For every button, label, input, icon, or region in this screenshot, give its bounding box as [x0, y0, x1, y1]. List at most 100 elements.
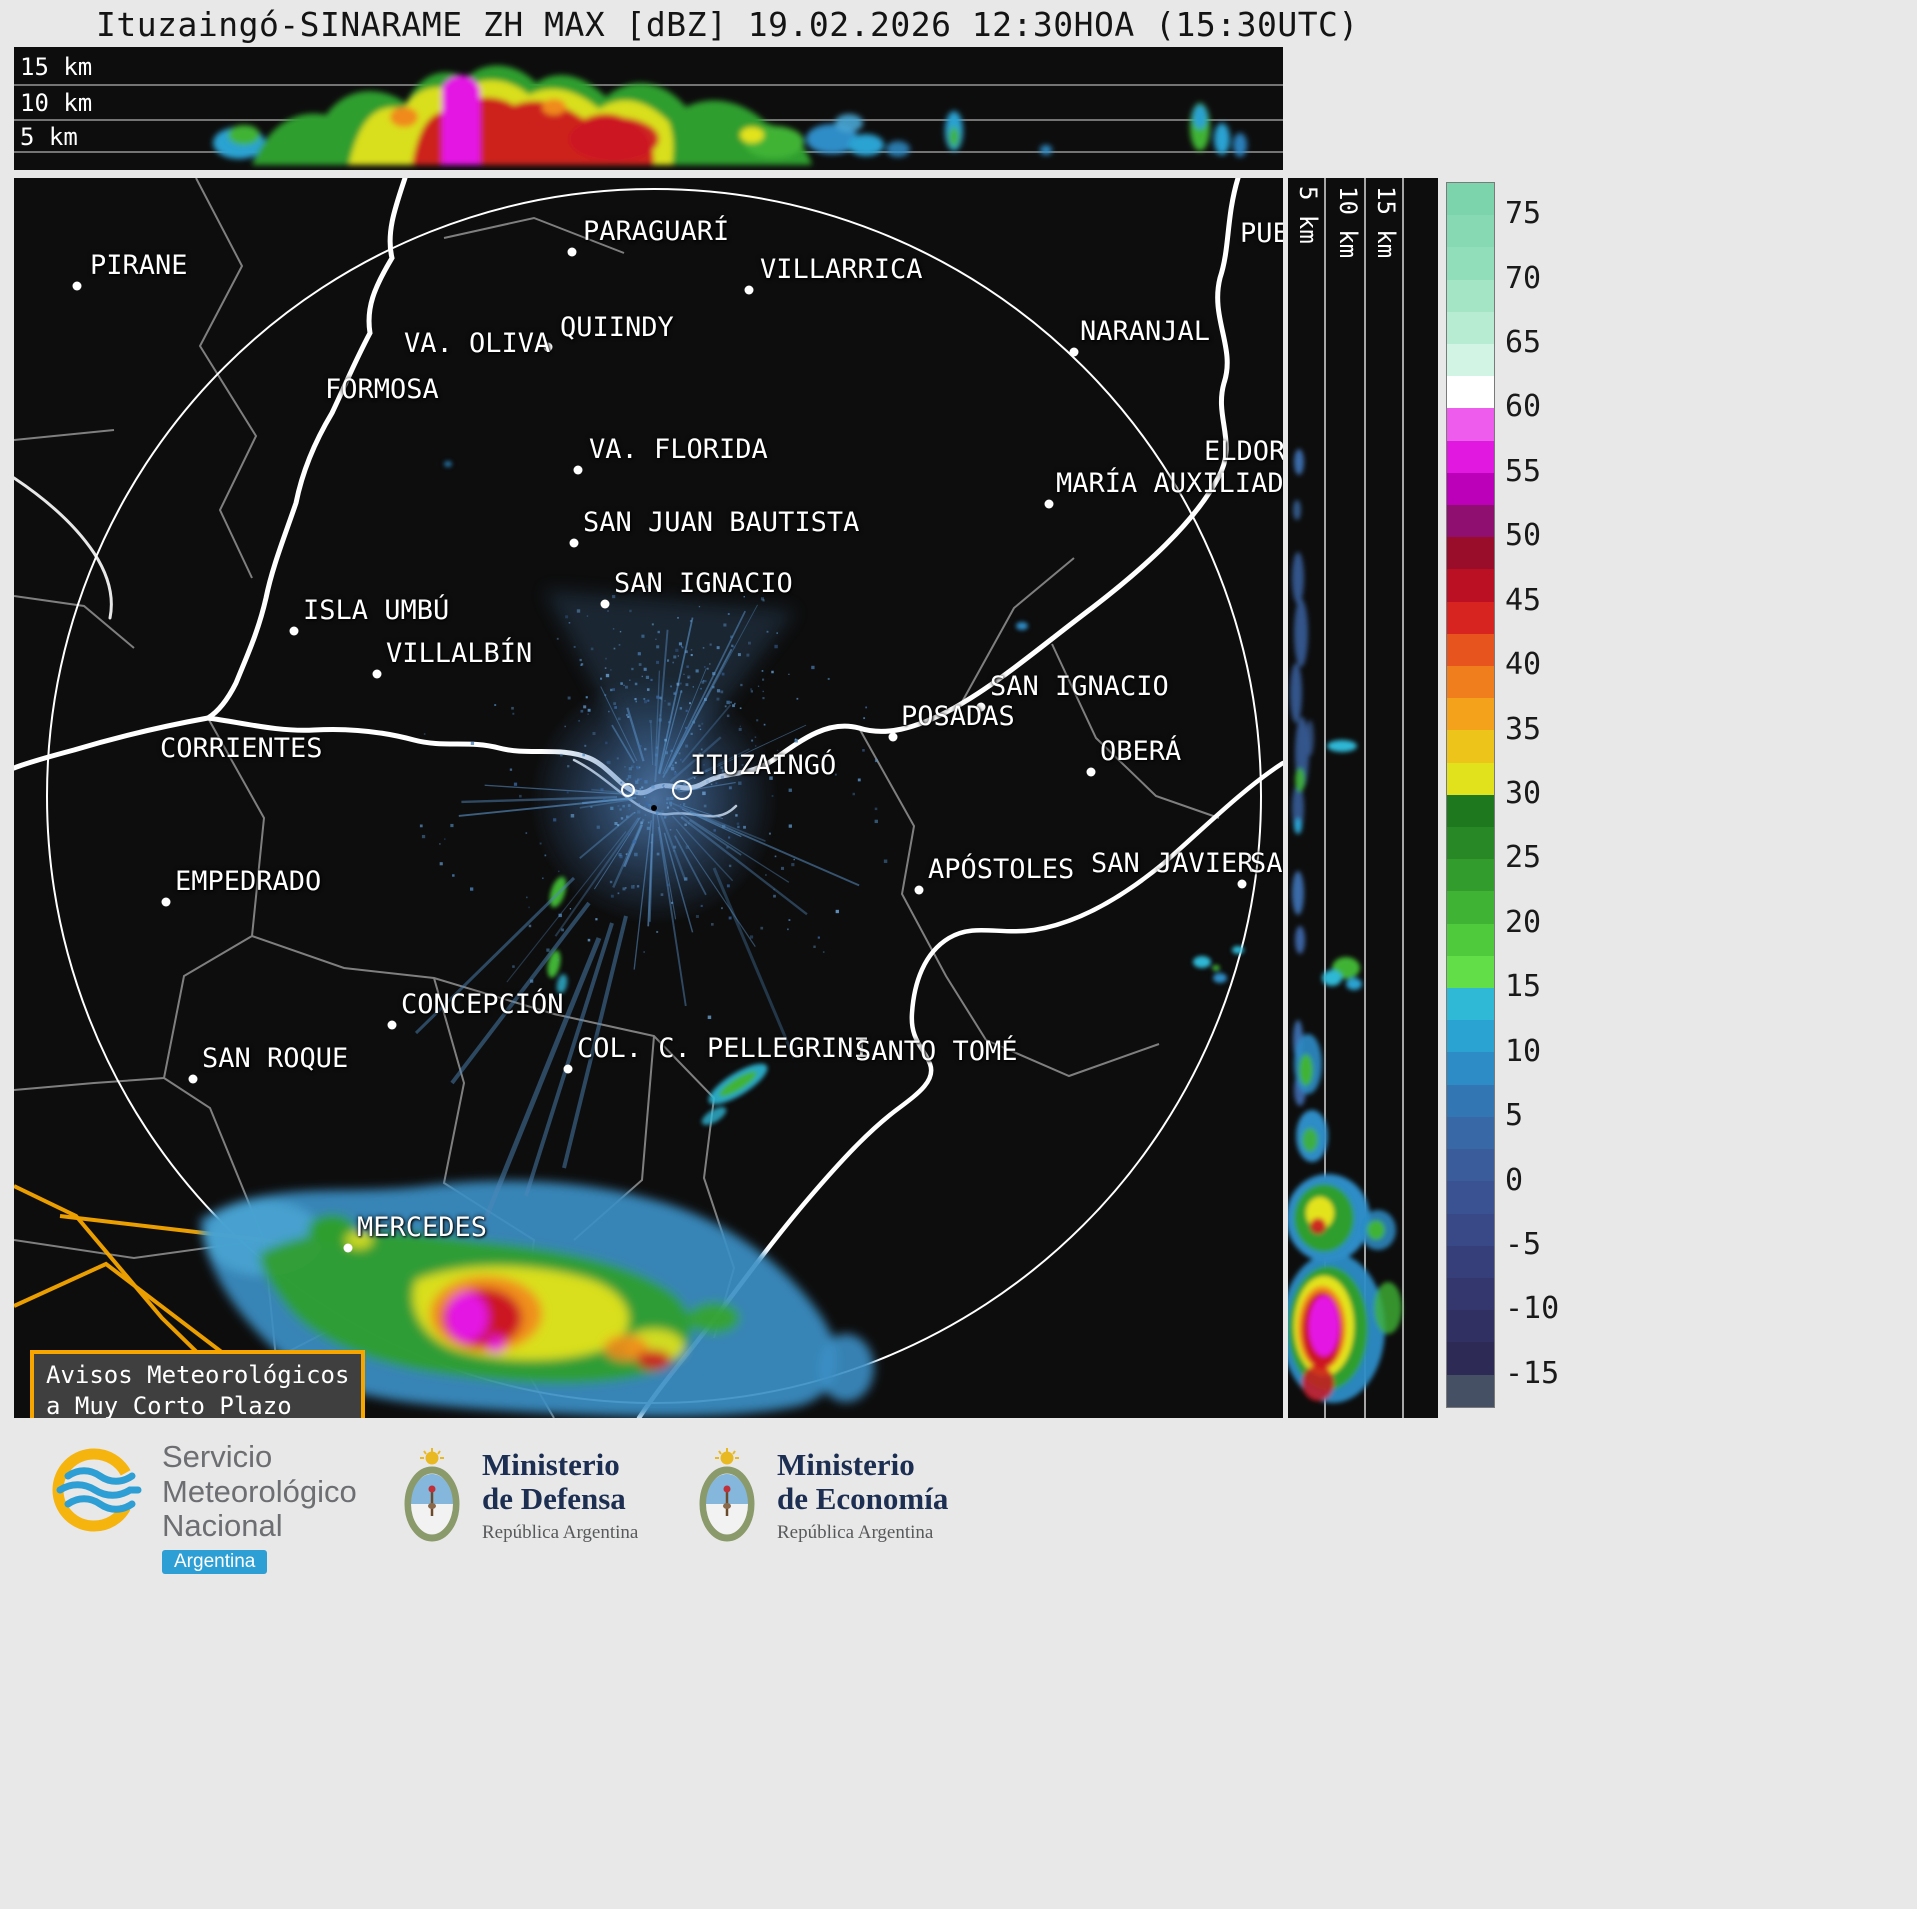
colorbar-segment	[1447, 505, 1494, 538]
city-dot	[289, 626, 299, 636]
city-dot	[1237, 879, 1247, 889]
footer: Servicio Meteorológico Nacional Argentin…	[0, 1418, 1917, 1909]
city-label: NARANJAL	[1080, 316, 1211, 347]
colorbar-segment	[1447, 1052, 1494, 1085]
colorbar-segment	[1447, 859, 1494, 892]
city-dot	[188, 1074, 198, 1084]
colorbar-tick: 40	[1505, 646, 1542, 682]
city-dot	[569, 538, 579, 548]
city-label: APÓSTOLES	[928, 854, 1075, 885]
colorbar-tick: 25	[1505, 840, 1542, 876]
colorbar-segment	[1447, 1116, 1494, 1150]
ministry-economia-line2: de Economía	[777, 1481, 949, 1517]
city-label: MERCEDES	[357, 1212, 488, 1243]
colorbar-tick: 30	[1505, 775, 1542, 811]
city-dot	[343, 1243, 353, 1253]
colorbar-segment	[1447, 988, 1494, 1021]
warning-box-line2: a Muy Corto Plazo	[46, 1392, 292, 1418]
city-label: ITUZAINGÓ	[690, 750, 837, 781]
colorbar-segment	[1447, 762, 1494, 795]
colorbar-tick: 10	[1505, 1033, 1542, 1069]
altitude-label-15km-side: 15 km	[1372, 186, 1400, 259]
city-label: CORRIENTES	[160, 733, 323, 764]
radar-site-marker	[621, 780, 692, 811]
colorbar-segment	[1447, 472, 1494, 506]
coat-of-arms-economia-icon	[699, 1448, 755, 1542]
city-dot	[563, 1064, 573, 1074]
colorbar-tick: 50	[1505, 518, 1542, 554]
altitude-label-5km-side: 5 km	[1294, 186, 1322, 244]
city-dot	[567, 247, 577, 257]
colorbar-segment	[1447, 1084, 1494, 1117]
city-label: ELDORADO	[1204, 436, 1283, 467]
colorbar-tick: 60	[1505, 389, 1542, 425]
ministry-economia-branding: Ministerio de Economía República Argenti…	[695, 1447, 949, 1544]
colorbar-segment	[1447, 537, 1494, 570]
city-label: PARAGUARÍ	[583, 216, 730, 247]
colorbar-segment	[1447, 569, 1494, 602]
city-label: VILLARRICA	[760, 254, 923, 285]
colorbar-tick: 75	[1505, 195, 1542, 231]
ministry-defensa-branding: Ministerio de Defensa República Argentin…	[400, 1447, 638, 1544]
warning-box-line1: Avisos Meteorológicos	[46, 1361, 350, 1389]
city-label: VA. FLORIDA	[589, 434, 768, 465]
smn-name-line3: Nacional	[162, 1508, 283, 1544]
top-cross-section-panel: 15 km 10 km 5 km	[14, 47, 1283, 170]
colorbar-tick: 45	[1505, 582, 1542, 618]
colorbar-tick: -15	[1505, 1355, 1560, 1391]
city-label: SAN	[1250, 848, 1283, 879]
smn-logo-icon	[52, 1448, 142, 1532]
city-label: OBERÁ	[1100, 736, 1182, 767]
city-dot	[387, 1020, 397, 1030]
city-label: FORMOSA	[325, 374, 439, 405]
colorbar-segment	[1447, 215, 1494, 248]
city-dot	[976, 702, 986, 712]
colorbar-segment	[1447, 1277, 1494, 1311]
colorbar-segment	[1447, 955, 1494, 989]
city-label: SANTO TOMÉ	[855, 1036, 1018, 1067]
colorbar-segment	[1447, 1213, 1494, 1246]
side-cross-section-panel: 5 km 10 km 15 km	[1288, 178, 1438, 1418]
colorbar-segment	[1447, 344, 1494, 377]
colorbar-segment	[1447, 601, 1494, 634]
ground-clutter	[414, 585, 888, 1224]
city-label: VA. OLIVA	[404, 328, 551, 359]
city-dot	[744, 285, 754, 295]
colorbar-segment	[1447, 408, 1494, 441]
radar-map-panel: PIRANE PARAGUARÍ VILLARRICA QUIINDY VA. OLIV…	[14, 178, 1283, 1418]
smn-country-badge: Argentina	[162, 1550, 268, 1575]
colorbar-segment	[1447, 923, 1494, 956]
city-label: VILLALBÍN	[386, 638, 533, 669]
city-label: SAN JUAN BAUTISTA	[583, 507, 860, 538]
city-dot	[914, 885, 924, 895]
ministry-economia-line1: Ministerio	[777, 1447, 915, 1482]
side-cross-section-echoes	[1288, 449, 1402, 1403]
clutter-streaks	[414, 867, 796, 1224]
city-label: POSADAS	[901, 701, 1015, 732]
city-dot	[72, 281, 82, 291]
colorbar-gradient	[1446, 182, 1495, 1408]
reflectivity-colorbar: 75 70 65 60 55 50 45 40 35 30 25 20 15 10 5 0 -5 -10 -15	[1446, 182, 1677, 1408]
city-dot	[1044, 499, 1054, 509]
smn-name-line2: Meteorológico	[162, 1473, 357, 1509]
city-dot	[1086, 767, 1096, 777]
colorbar-segment	[1447, 730, 1494, 763]
city-dot	[161, 897, 171, 907]
ministry-defensa-name: Ministerio de Defensa	[482, 1447, 638, 1516]
colorbar-segment	[1447, 311, 1494, 345]
colorbar-tick: 70	[1505, 260, 1542, 296]
city-label: ISLA UMBÚ	[303, 595, 450, 626]
page-title: Ituzaingó-SINARAME ZH MAX [dBZ] 19.02.20…	[96, 5, 1359, 44]
city-label: SAN IGNACIO	[614, 568, 793, 599]
colorbar-tick: 55	[1505, 453, 1542, 489]
smn-branding: Servicio Meteorológico Nacional Argentin…	[50, 1439, 357, 1575]
colorbar-segment	[1447, 666, 1494, 699]
colorbar-segment	[1447, 183, 1494, 216]
top-cross-section-graphics	[14, 65, 1283, 165]
colorbar-segment	[1447, 698, 1494, 731]
colorbar-tick: 20	[1505, 904, 1542, 940]
side-cross-section-graphics	[1288, 178, 1404, 1418]
altitude-label-10km: 10 km	[20, 89, 93, 117]
city-label: SAN ROQUE	[202, 1043, 349, 1074]
